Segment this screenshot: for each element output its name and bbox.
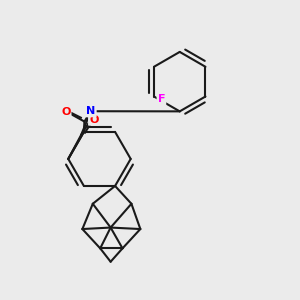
Text: O: O: [89, 115, 98, 124]
Text: F: F: [158, 94, 165, 104]
Text: O: O: [61, 107, 70, 117]
Text: N: N: [86, 106, 96, 116]
